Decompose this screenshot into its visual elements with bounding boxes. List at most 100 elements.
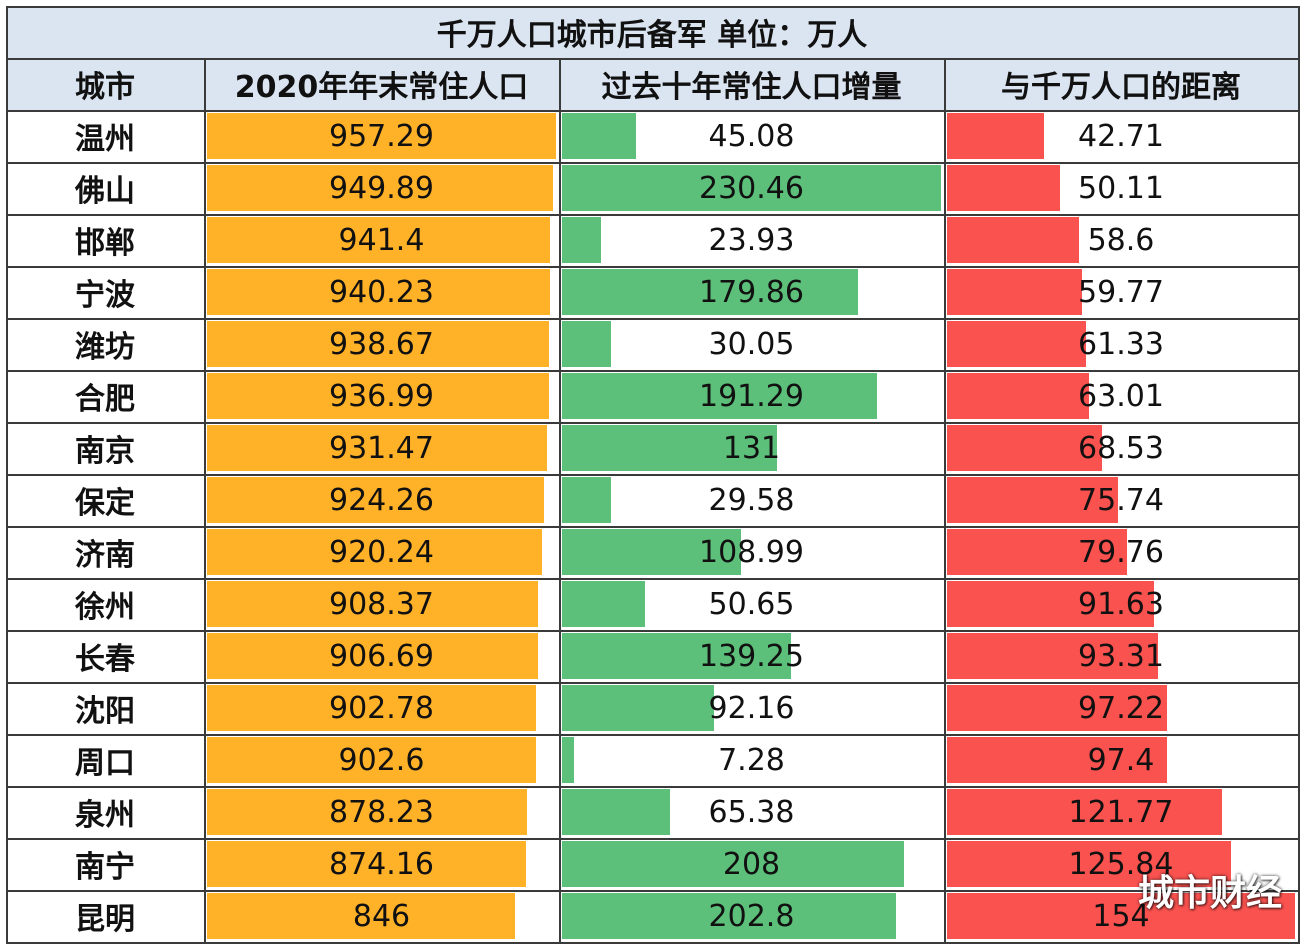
distance-bar: [947, 893, 1295, 939]
grid-line: [6, 526, 1300, 528]
bar-cell: 68.53: [944, 422, 1298, 474]
bar-cell: 908.37: [204, 578, 559, 630]
column-header: 城市: [6, 58, 204, 110]
bar-cell: 92.16: [559, 682, 944, 734]
distance-value: 58.6: [1087, 222, 1155, 258]
grid-line: [6, 6, 1300, 8]
population-bar: [207, 789, 527, 835]
distance-value: 97.4: [1087, 742, 1155, 778]
column-header: 过去十年常住人口增量: [559, 58, 944, 110]
distance-bar: [947, 217, 1079, 263]
distance-value: 154: [1092, 898, 1150, 934]
grid-line: [6, 838, 1300, 840]
bar-cell: 191.29: [559, 370, 944, 422]
bar-cell: 936.99: [204, 370, 559, 422]
bar-cell: 42.71: [944, 110, 1298, 162]
distance-bar: [947, 737, 1167, 783]
distance-value: 121.77: [1068, 794, 1174, 830]
population-value: 874.16: [329, 846, 434, 882]
distance-value: 63.01: [1078, 378, 1164, 414]
distance-value: 59.77: [1078, 274, 1164, 310]
distance-value: 68.53: [1078, 430, 1164, 466]
bar-cell: 50.11: [944, 162, 1298, 214]
increase-value: 191.29: [699, 378, 804, 414]
increase-value: 30.05: [708, 326, 795, 362]
population-value: 908.37: [329, 586, 434, 622]
distance-bar: [947, 165, 1060, 211]
increase-value: 230.46: [699, 170, 804, 206]
increase-bar: [562, 113, 636, 159]
population-value: 902.78: [329, 690, 434, 726]
bar-cell: 938.67: [204, 318, 559, 370]
distance-bar: [947, 425, 1102, 471]
bar-cell: 61.33: [944, 318, 1298, 370]
city-name: 周口: [75, 746, 135, 781]
grid-line: [6, 890, 1300, 892]
distance-value: 42.71: [1078, 118, 1164, 154]
grid-line: [6, 370, 1300, 372]
city-name: 长春: [75, 642, 135, 677]
population-bar: [207, 477, 544, 523]
bar-cell: 30.05: [559, 318, 944, 370]
bar-cell: 59.77: [944, 266, 1298, 318]
bar-cell: 202.8: [559, 890, 944, 942]
distance-value: 50.11: [1078, 170, 1164, 206]
increase-bar: [562, 425, 777, 471]
grid-line: [6, 318, 1300, 320]
population-bar: [207, 685, 536, 731]
increase-value: 131: [722, 430, 781, 466]
distance-bar: [947, 841, 1231, 887]
increase-bar: [562, 893, 896, 939]
increase-bar: [562, 165, 941, 211]
city-name: 徐州: [75, 590, 135, 625]
bar-cell: 924.26: [204, 474, 559, 526]
increase-bar: [562, 685, 714, 731]
grid-line: [944, 58, 946, 944]
increase-bar: [562, 581, 645, 627]
bar-cell: 45.08: [559, 110, 944, 162]
increase-bar: [562, 217, 601, 263]
increase-value: 29.58: [708, 482, 795, 518]
population-bar: [207, 737, 536, 783]
bar-cell: 139.25: [559, 630, 944, 682]
bar-cell: 878.23: [204, 786, 559, 838]
bar-cell: 58.6: [944, 214, 1298, 266]
grid-line: [6, 214, 1300, 216]
population-bar: [207, 165, 553, 211]
grid-line: [6, 578, 1300, 580]
population-bar: [207, 581, 538, 627]
city-name: 保定: [75, 486, 135, 521]
distance-value: 61.33: [1078, 326, 1164, 362]
population-value: 902.6: [338, 742, 425, 778]
population-value: 920.24: [329, 534, 434, 570]
bar-cell: 75.74: [944, 474, 1298, 526]
bar-cell: 97.4: [944, 734, 1298, 786]
bar-cell: 23.93: [559, 214, 944, 266]
increase-value: 179.86: [699, 274, 804, 310]
increase-value: 208: [722, 846, 781, 882]
bar-cell: 208: [559, 838, 944, 890]
distance-value: 93.31: [1078, 638, 1164, 674]
increase-value: 50.65: [708, 586, 795, 622]
population-value: 938.67: [329, 326, 434, 362]
increase-bar: [562, 841, 904, 887]
increase-value: 23.93: [708, 222, 795, 258]
population-bar: [207, 217, 550, 263]
distance-value: 75.74: [1078, 482, 1164, 518]
increase-value: 7.28: [718, 742, 785, 778]
increase-value: 65.38: [708, 794, 795, 830]
bar-cell: 65.38: [559, 786, 944, 838]
bar-cell: 131: [559, 422, 944, 474]
increase-value: 139.25: [699, 638, 804, 674]
increase-value: 45.08: [708, 118, 795, 154]
city-name: 泉州: [75, 798, 135, 833]
distance-bar: [947, 113, 1044, 159]
distance-value: 125.84: [1068, 846, 1174, 882]
population-bar: [207, 113, 556, 159]
population-bar: [207, 529, 542, 575]
bar-cell: 154: [944, 890, 1298, 942]
distance-bar: [947, 477, 1118, 523]
city-name: 济南: [75, 538, 135, 573]
distance-value: 79.76: [1078, 534, 1164, 570]
population-value: 878.23: [329, 794, 434, 830]
